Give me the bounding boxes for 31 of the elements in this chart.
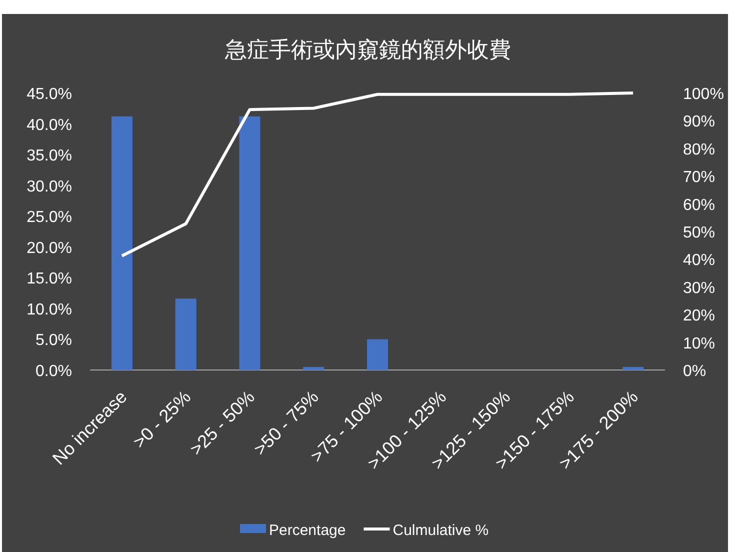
y-tick-label: 0.0% xyxy=(36,363,72,380)
y-tick-label: 45.0% xyxy=(26,86,72,103)
y-tick-label: 15.0% xyxy=(26,270,72,288)
bar xyxy=(303,366,324,370)
legend-label: Culmulative % xyxy=(392,522,489,539)
y-tick-label: 5.0% xyxy=(36,332,72,350)
line-series xyxy=(120,92,635,258)
y2-tick-label: 30% xyxy=(683,280,716,297)
y2-tick-label: 0% xyxy=(683,363,706,380)
y2-tick-label: 20% xyxy=(683,308,716,325)
y2-tick-label: 10% xyxy=(683,335,716,352)
bar xyxy=(175,298,196,370)
y-tick-label: 35.0% xyxy=(26,148,72,165)
y-tick-label: 25.0% xyxy=(26,209,72,226)
y2-tick-label: 40% xyxy=(683,252,716,270)
y2-tick-label: 50% xyxy=(683,224,716,242)
y2-tick-label: 60% xyxy=(683,196,716,214)
y-tick-label: 10.0% xyxy=(26,301,72,318)
y2-tick-label: 100% xyxy=(683,86,724,103)
legend-label: Percentage xyxy=(269,522,346,539)
bar xyxy=(622,366,644,370)
y2-tick-label: 70% xyxy=(683,169,716,186)
chart-title: 急症手術或內窺鏡的額外收費 xyxy=(224,37,511,62)
y-tick-label: 20.0% xyxy=(26,240,72,257)
y-tick-label: 40.0% xyxy=(26,116,72,134)
bar xyxy=(367,339,388,370)
y2-tick-label: 90% xyxy=(683,114,716,131)
bar xyxy=(239,116,260,370)
y-tick-label: 30.0% xyxy=(26,178,72,196)
y2-tick-label: 80% xyxy=(683,141,716,158)
bar xyxy=(111,116,132,370)
